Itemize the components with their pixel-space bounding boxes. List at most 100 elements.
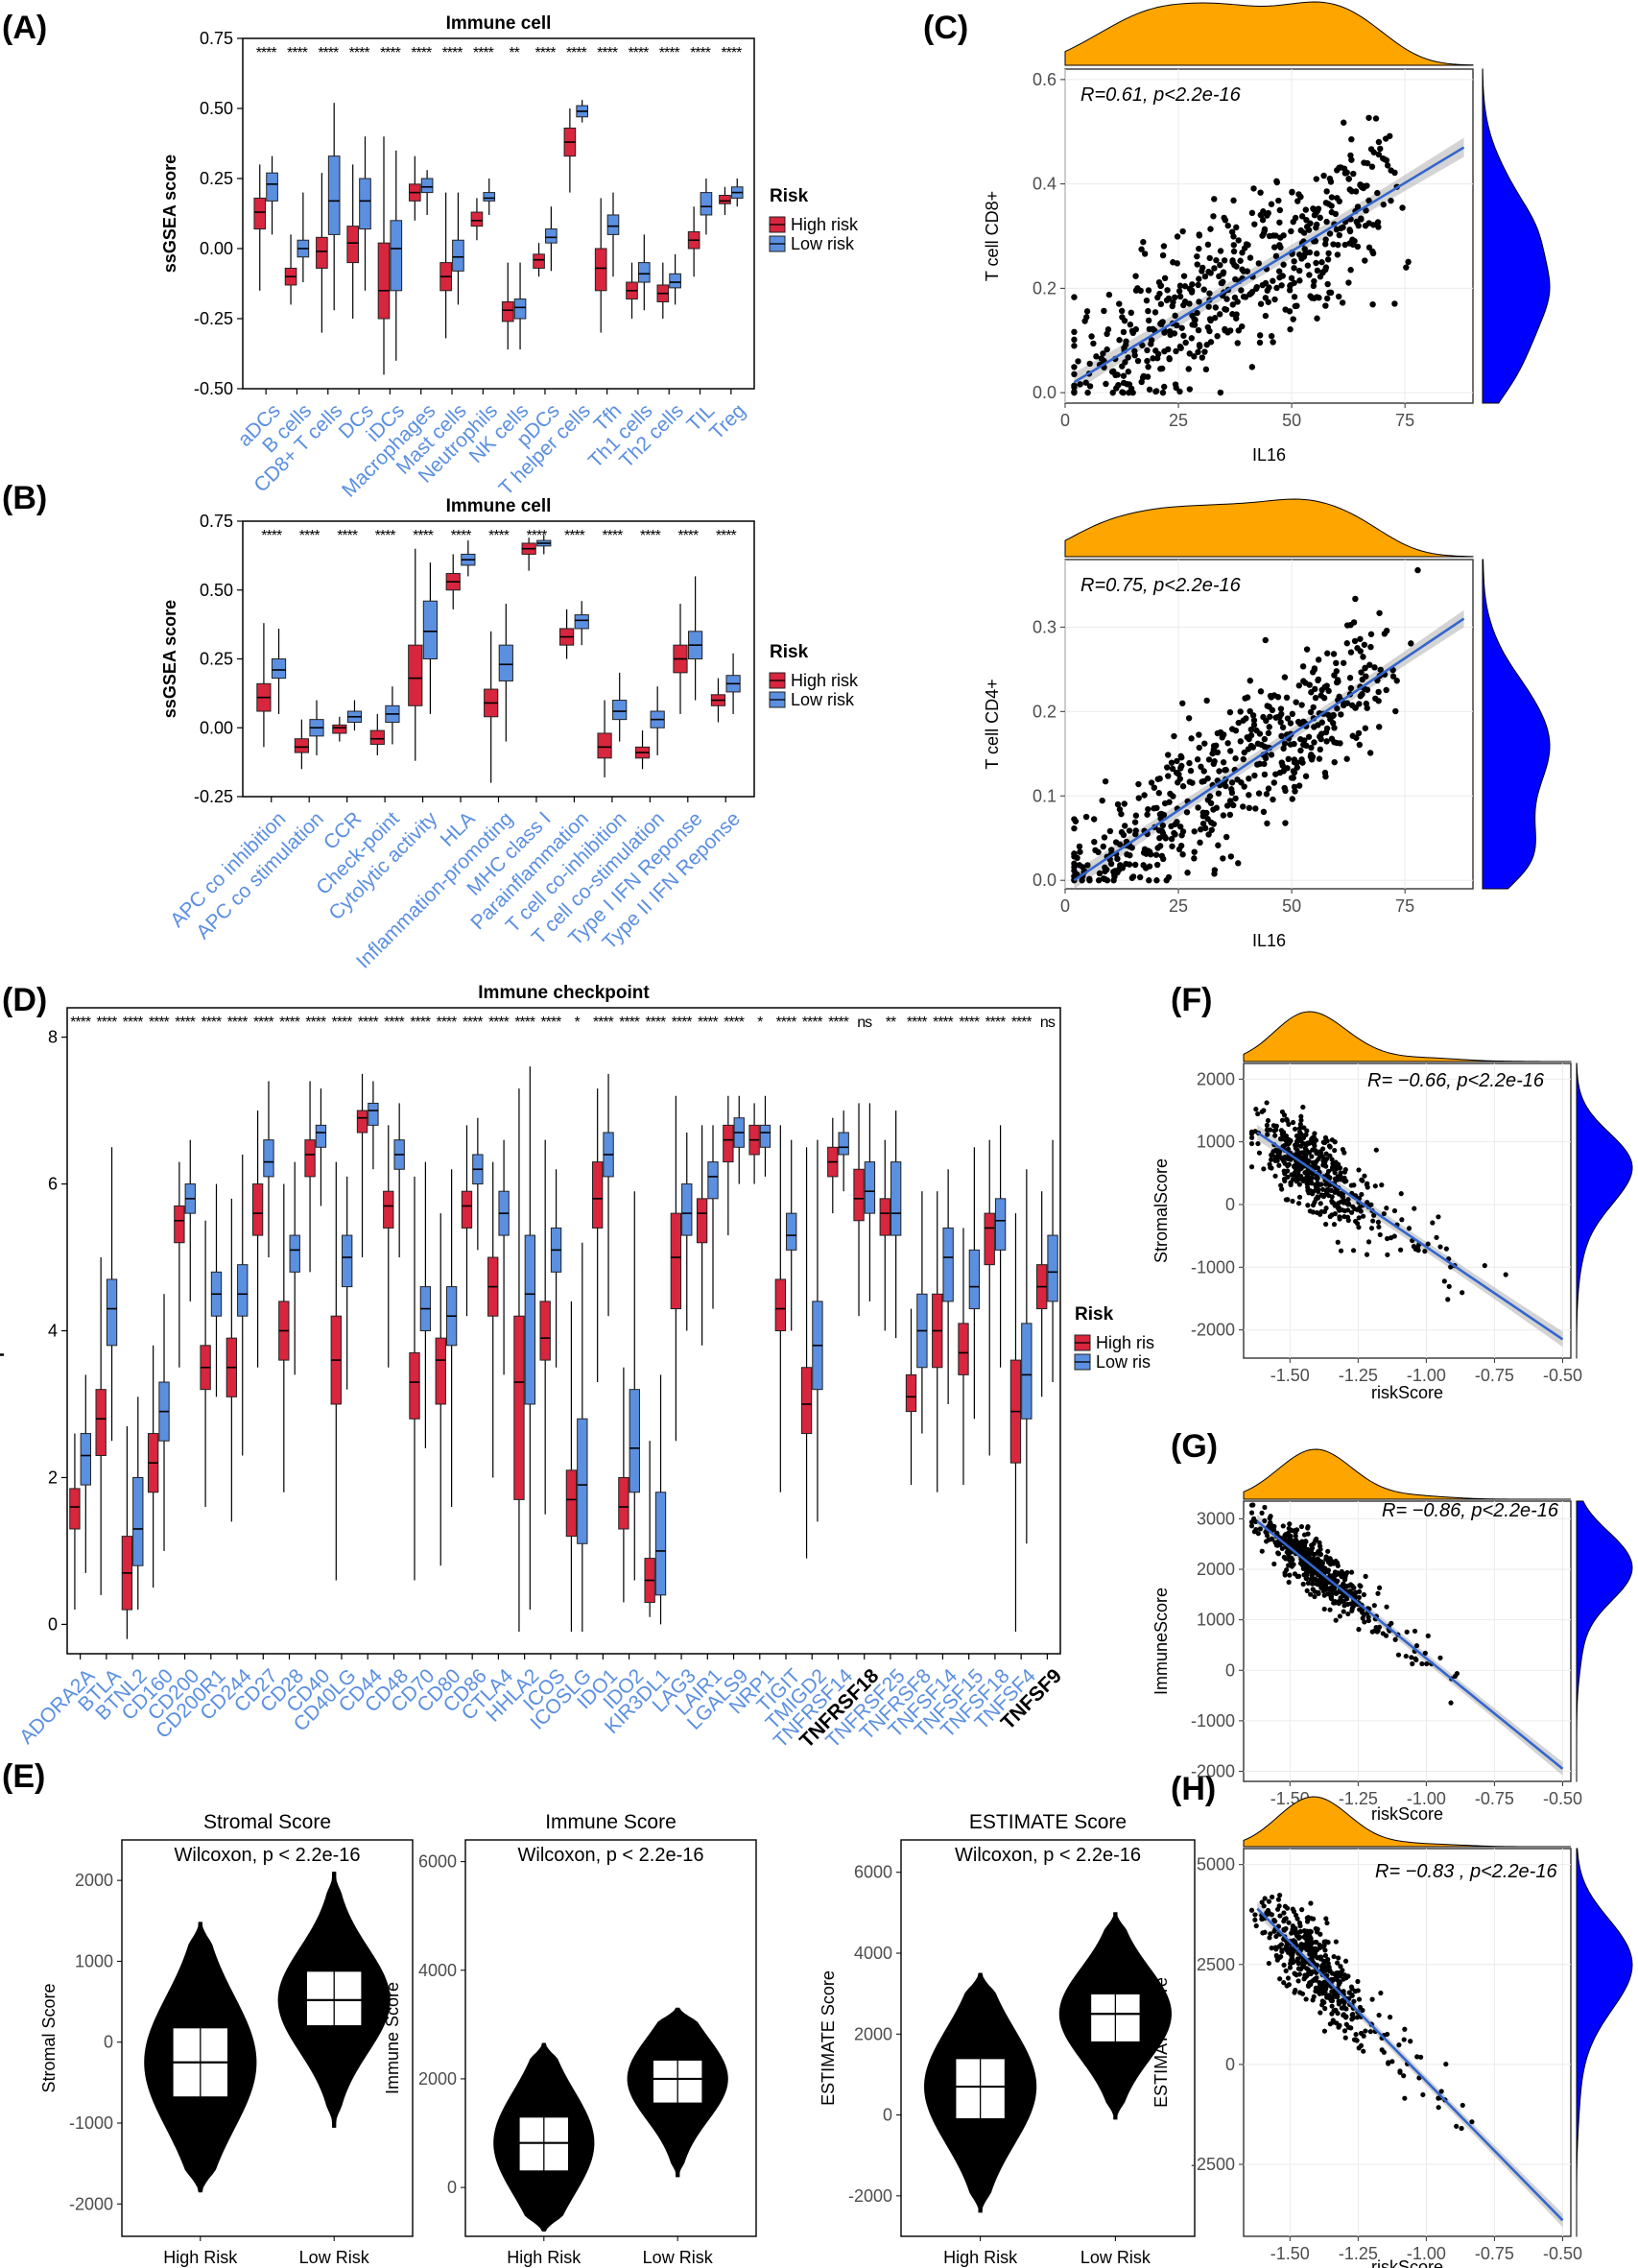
data-point bbox=[1109, 389, 1116, 396]
data-point bbox=[1083, 314, 1090, 321]
data-point bbox=[1291, 769, 1298, 776]
box-low-risk bbox=[545, 228, 558, 244]
data-point bbox=[1318, 1182, 1324, 1187]
box-low-risk bbox=[612, 700, 628, 721]
x-tick-label: -0.75 bbox=[1475, 1366, 1514, 1385]
data-point bbox=[1272, 252, 1280, 260]
data-point bbox=[1090, 816, 1098, 823]
data-point bbox=[1409, 1655, 1414, 1660]
data-point bbox=[1282, 1903, 1289, 1909]
data-point bbox=[1358, 2030, 1365, 2037]
data-point bbox=[1325, 250, 1332, 257]
data-point bbox=[1296, 1573, 1302, 1579]
data-point bbox=[1263, 1529, 1269, 1535]
significance-mark: **** bbox=[299, 528, 320, 544]
y-axis-label: Immune Score bbox=[383, 1982, 402, 2094]
data-point bbox=[1196, 298, 1202, 305]
data-point bbox=[1369, 1996, 1375, 2002]
data-point bbox=[1161, 347, 1168, 355]
data-point bbox=[1257, 300, 1265, 307]
data-point bbox=[1268, 752, 1275, 758]
significance-mark: **** bbox=[451, 528, 472, 544]
data-point bbox=[1261, 771, 1269, 778]
data-point bbox=[1341, 1197, 1346, 1204]
data-point bbox=[1287, 1557, 1293, 1563]
data-point bbox=[1375, 688, 1382, 696]
data-point bbox=[1255, 260, 1263, 267]
box-low-risk bbox=[237, 1264, 249, 1317]
y-axis-label: T cell CD4+ bbox=[983, 679, 1002, 769]
data-point bbox=[1317, 214, 1323, 222]
data-point bbox=[1307, 1970, 1314, 1975]
data-point bbox=[1325, 1591, 1331, 1597]
data-point bbox=[1313, 1939, 1318, 1946]
data-point bbox=[1297, 747, 1304, 754]
data-point bbox=[1201, 348, 1208, 355]
data-point bbox=[1334, 195, 1341, 202]
data-point bbox=[1297, 227, 1304, 234]
data-point bbox=[1291, 783, 1298, 791]
data-point bbox=[1350, 170, 1357, 178]
marginal-density-y bbox=[1576, 1500, 1633, 1781]
data-point bbox=[1224, 222, 1231, 229]
box-low-risk bbox=[342, 1234, 353, 1288]
box-low-risk bbox=[968, 1249, 981, 1310]
data-point bbox=[1305, 733, 1313, 740]
data-point bbox=[1290, 1119, 1296, 1126]
data-point bbox=[1161, 275, 1169, 282]
data-point bbox=[1503, 1272, 1508, 1277]
data-point bbox=[1298, 702, 1305, 708]
data-point bbox=[1355, 1988, 1361, 1993]
box-low-risk bbox=[289, 1234, 300, 1273]
data-point bbox=[1311, 739, 1318, 746]
data-point bbox=[1323, 1221, 1329, 1228]
data-point bbox=[1295, 1966, 1302, 1971]
data-point bbox=[1329, 1166, 1335, 1172]
regression-line bbox=[1256, 1520, 1564, 1770]
data-point bbox=[1349, 241, 1357, 249]
data-point bbox=[1291, 258, 1297, 265]
data-point bbox=[1280, 261, 1287, 268]
data-point bbox=[1375, 1590, 1381, 1596]
data-point bbox=[1101, 307, 1107, 315]
data-point bbox=[1338, 1964, 1343, 1970]
data-point bbox=[1157, 300, 1165, 308]
data-point bbox=[1180, 273, 1188, 279]
data-point bbox=[1220, 269, 1227, 275]
data-point bbox=[1313, 1196, 1319, 1202]
data-point bbox=[1153, 877, 1160, 884]
data-point bbox=[1311, 1188, 1317, 1194]
box-low-risk bbox=[524, 1234, 536, 1405]
box-low-risk bbox=[422, 600, 438, 659]
data-point bbox=[1286, 1920, 1292, 1925]
data-point bbox=[1380, 201, 1387, 208]
data-point bbox=[1314, 1209, 1320, 1216]
significance-mark: * bbox=[575, 1015, 581, 1031]
data-point bbox=[1204, 241, 1212, 249]
data-point bbox=[1419, 1660, 1425, 1667]
data-point bbox=[1373, 1624, 1379, 1631]
data-point bbox=[1322, 264, 1330, 271]
data-point bbox=[1152, 851, 1160, 858]
box-high-risk bbox=[251, 1183, 264, 1236]
data-point bbox=[1370, 1218, 1376, 1224]
data-point bbox=[1074, 854, 1080, 862]
data-point bbox=[1268, 1514, 1273, 1519]
marginal-density-x bbox=[1064, 498, 1474, 558]
data-point bbox=[1199, 820, 1207, 827]
data-point bbox=[1328, 735, 1336, 742]
data-point bbox=[1352, 704, 1359, 711]
x-tick-label: -1.50 bbox=[1270, 2244, 1310, 2263]
box-high-risk bbox=[332, 724, 347, 734]
data-point bbox=[1207, 339, 1215, 346]
data-point bbox=[1361, 641, 1368, 648]
data-point bbox=[1308, 1941, 1315, 1946]
data-point bbox=[1338, 1248, 1344, 1253]
box-low-risk bbox=[420, 178, 434, 194]
data-point bbox=[1316, 755, 1323, 762]
data-point bbox=[1196, 744, 1202, 752]
significance-mark: **** bbox=[602, 528, 623, 544]
data-point bbox=[1401, 2073, 1407, 2079]
data-point bbox=[1286, 1579, 1292, 1586]
data-point bbox=[1101, 834, 1108, 841]
